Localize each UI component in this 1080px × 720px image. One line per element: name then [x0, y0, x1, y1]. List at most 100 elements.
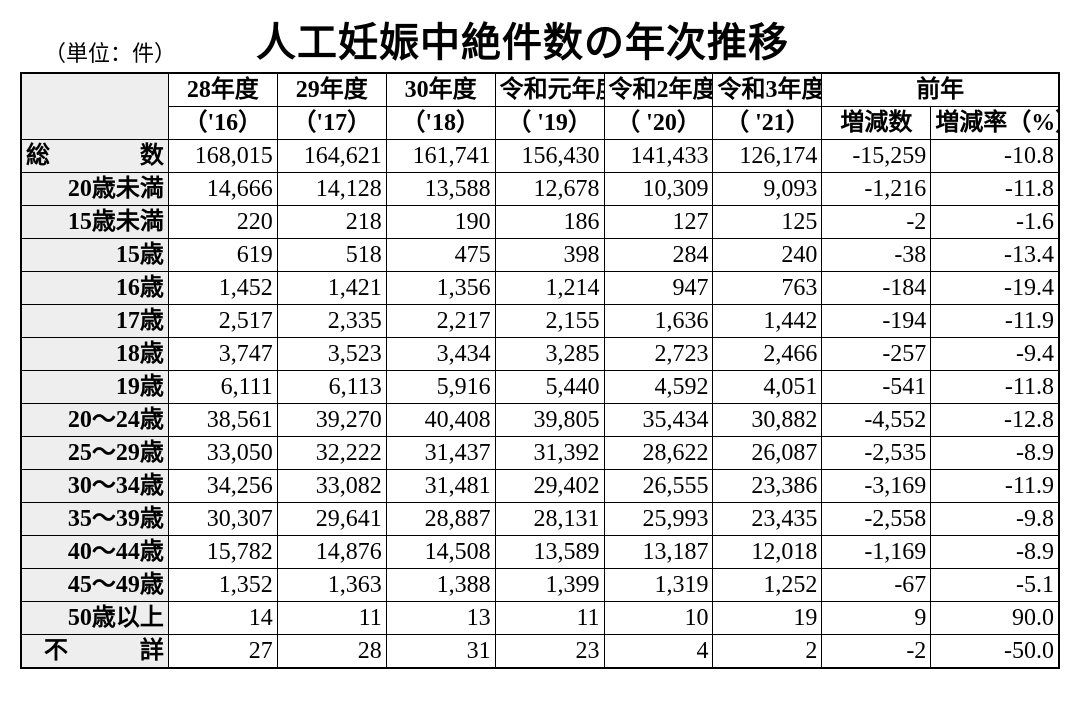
table-cell: -2: [822, 206, 931, 239]
header-year-era: 令和2年度: [604, 73, 713, 107]
table-cell: 31,392: [495, 437, 604, 470]
table-cell: 127: [604, 206, 713, 239]
table-cell: 14,666: [168, 173, 277, 206]
table-row: 45～49歳1,3521,3631,3881,3991,3191,252-67-…: [21, 569, 1059, 602]
table-cell: 1,363: [277, 569, 386, 602]
table-cell: 38,561: [168, 404, 277, 437]
header-year-west: （ '21）: [713, 107, 822, 140]
table-cell: 14: [168, 602, 277, 635]
table-cell: 161,741: [386, 140, 495, 173]
table-cell: -50.0: [931, 635, 1059, 669]
table-cell: 4: [604, 635, 713, 669]
table-cell: 25,993: [604, 503, 713, 536]
header-diff-r: 増減率（%）: [931, 107, 1059, 140]
row-label: 40～44歳: [21, 536, 168, 569]
table-row: 不詳2728312342-2-50.0: [21, 635, 1059, 669]
table-cell: 2,466: [713, 338, 822, 371]
table-cell: 6,113: [277, 371, 386, 404]
table-cell: 28,622: [604, 437, 713, 470]
table-cell: 164,621: [277, 140, 386, 173]
table-cell: 3,747: [168, 338, 277, 371]
table-cell: 5,440: [495, 371, 604, 404]
table-cell: 3,523: [277, 338, 386, 371]
row-label: 16歳: [21, 272, 168, 305]
table-cell: 1,452: [168, 272, 277, 305]
table-cell: 10,309: [604, 173, 713, 206]
row-label: 45～49歳: [21, 569, 168, 602]
table-cell: 220: [168, 206, 277, 239]
table-cell: 13,589: [495, 536, 604, 569]
unit-label: （単位：件）: [44, 36, 176, 68]
table-cell: 19: [713, 602, 822, 635]
table-cell: -194: [822, 305, 931, 338]
table-cell: 1,442: [713, 305, 822, 338]
table-cell: 475: [386, 239, 495, 272]
table-cell: 284: [604, 239, 713, 272]
row-label: 50歳以上: [21, 602, 168, 635]
table-cell: 4,592: [604, 371, 713, 404]
table-cell: -2,535: [822, 437, 931, 470]
table-row: 20～24歳38,56139,27040,40839,80535,43430,8…: [21, 404, 1059, 437]
row-label: 15歳: [21, 239, 168, 272]
table-cell: 40,408: [386, 404, 495, 437]
table-cell: 1,399: [495, 569, 604, 602]
table-row: 15歳619518475398284240-38-13.4: [21, 239, 1059, 272]
table-cell: 15,782: [168, 536, 277, 569]
table-cell: 28,131: [495, 503, 604, 536]
row-label: 19歳: [21, 371, 168, 404]
table-cell: 30,307: [168, 503, 277, 536]
table-cell: -11.8: [931, 173, 1059, 206]
table-cell: 28,887: [386, 503, 495, 536]
table-row: 総数168,015164,621161,741156,430141,433126…: [21, 140, 1059, 173]
header-prev: 前年: [822, 73, 1059, 107]
table-cell: -10.8: [931, 140, 1059, 173]
table-cell: -3,169: [822, 470, 931, 503]
table-cell: 11: [495, 602, 604, 635]
table-cell: 29,641: [277, 503, 386, 536]
row-label: 20～24歳: [21, 404, 168, 437]
table-cell: 31,481: [386, 470, 495, 503]
table-cell: 1,214: [495, 272, 604, 305]
table-cell: -1,169: [822, 536, 931, 569]
table-cell: 2: [713, 635, 822, 669]
table-cell: 6,111: [168, 371, 277, 404]
header-year-west: （ '19）: [495, 107, 604, 140]
table-cell: 27: [168, 635, 277, 669]
table-body: 総数168,015164,621161,741156,430141,433126…: [21, 140, 1059, 669]
table-cell: 29,402: [495, 470, 604, 503]
table-cell: 218: [277, 206, 386, 239]
table-cell: 32,222: [277, 437, 386, 470]
table-cell: 4,051: [713, 371, 822, 404]
table-cell: 240: [713, 239, 822, 272]
table-cell: -9.4: [931, 338, 1059, 371]
row-label: 18歳: [21, 338, 168, 371]
header-year-era: 28年度: [168, 73, 277, 107]
table-cell: 13,187: [604, 536, 713, 569]
table-cell: 763: [713, 272, 822, 305]
table-cell: 1,252: [713, 569, 822, 602]
table-row: 20歳未満14,66614,12813,58812,67810,3099,093…: [21, 173, 1059, 206]
table-cell: 14,876: [277, 536, 386, 569]
table-cell: 12,678: [495, 173, 604, 206]
header-year-west: （'18）: [386, 107, 495, 140]
table-cell: -15,259: [822, 140, 931, 173]
table-cell: 1,636: [604, 305, 713, 338]
table-cell: -9.8: [931, 503, 1059, 536]
table-cell: -11.9: [931, 305, 1059, 338]
table-cell: 34,256: [168, 470, 277, 503]
table-cell: 3,285: [495, 338, 604, 371]
table-cell: -8.9: [931, 536, 1059, 569]
table-cell: 156,430: [495, 140, 604, 173]
table-cell: 125: [713, 206, 822, 239]
table-cell: -1.6: [931, 206, 1059, 239]
table-cell: -1,216: [822, 173, 931, 206]
table-row: 16歳1,4521,4211,3561,214947763-184-19.4: [21, 272, 1059, 305]
row-label: 30～34歳: [21, 470, 168, 503]
table-cell: 2,155: [495, 305, 604, 338]
table-cell: 1,319: [604, 569, 713, 602]
table-cell: -38: [822, 239, 931, 272]
table-cell: 947: [604, 272, 713, 305]
table-cell: 13: [386, 602, 495, 635]
table-cell: 31,437: [386, 437, 495, 470]
table-cell: 168,015: [168, 140, 277, 173]
